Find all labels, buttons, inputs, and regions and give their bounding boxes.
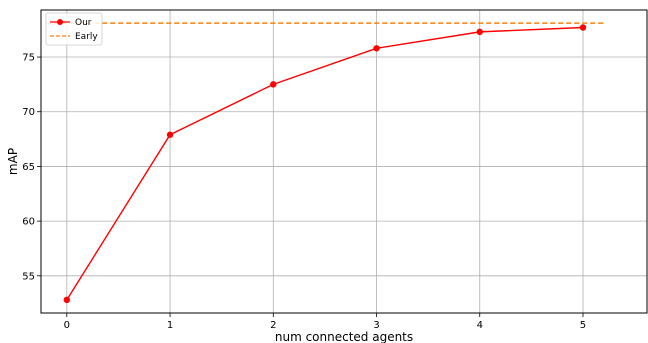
legend: Our Early: [45, 12, 103, 46]
legend-marker-our: [57, 19, 63, 25]
y-tick-label: 75: [22, 53, 35, 64]
y-tick-label: 55: [22, 271, 35, 282]
our-series-point: [270, 81, 277, 88]
x-tick-label: 4: [477, 320, 483, 331]
x-tick-label: 2: [270, 320, 276, 331]
grid-lines: [41, 10, 647, 313]
y-tick-label: 65: [22, 162, 35, 173]
x-tick-label: 3: [373, 320, 379, 331]
x-tick-label: 1: [167, 320, 173, 331]
legend-label-early: Early: [75, 32, 98, 42]
x-tick-label: 0: [64, 320, 70, 331]
x-axis-title: num connected agents: [275, 330, 413, 343]
y-axis-title: mAP: [6, 148, 20, 175]
y-tick-label: 70: [22, 107, 35, 118]
our-series-point: [166, 131, 174, 138]
y-tick-label: 60: [22, 217, 35, 228]
our-series-point: [373, 45, 380, 52]
plot-frame: [40, 9, 648, 314]
series-layer: [46, 22, 604, 304]
our-series-point: [63, 296, 71, 304]
our-series-line: [66, 26, 584, 301]
our-series-point: [579, 24, 587, 31]
x-tick-label: 5: [580, 320, 586, 331]
legend-label-our: Our: [75, 18, 92, 28]
our-series-point: [476, 28, 483, 36]
